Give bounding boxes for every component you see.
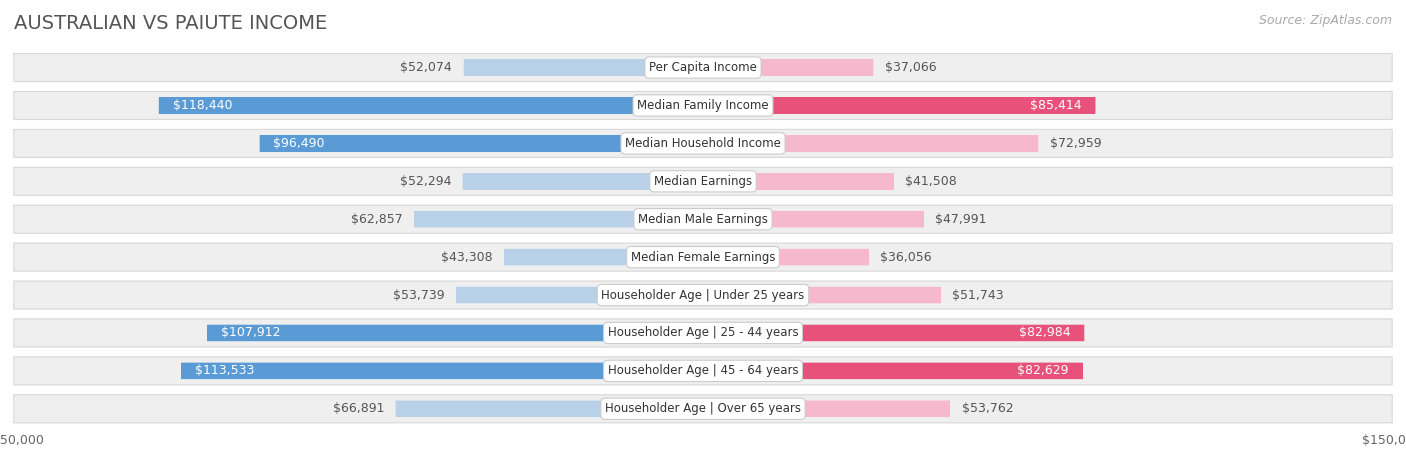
FancyBboxPatch shape [703,211,924,227]
Bar [703,59,873,76]
Text: $36,056: $36,056 [880,251,932,264]
FancyBboxPatch shape [159,97,703,114]
FancyBboxPatch shape [14,129,1392,157]
FancyBboxPatch shape [14,54,1392,82]
Text: $113,533: $113,533 [195,364,254,377]
Text: Householder Age | Under 25 years: Householder Age | Under 25 years [602,289,804,302]
Bar [181,362,703,379]
Bar [260,135,703,152]
FancyBboxPatch shape [14,243,1392,271]
Text: $66,891: $66,891 [333,402,384,415]
Text: $82,984: $82,984 [1019,326,1070,340]
Bar [703,97,1095,114]
FancyBboxPatch shape [703,135,1038,152]
Bar [703,401,950,417]
Text: $52,294: $52,294 [399,175,451,188]
Text: Median Male Earnings: Median Male Earnings [638,212,768,226]
FancyBboxPatch shape [260,135,703,152]
Text: $72,959: $72,959 [1050,137,1101,150]
FancyBboxPatch shape [181,362,703,379]
Bar [703,249,869,265]
FancyBboxPatch shape [415,211,703,227]
Bar [503,249,703,265]
Bar [464,59,703,76]
FancyBboxPatch shape [14,167,1392,195]
Bar [703,135,1038,152]
Text: Source: ZipAtlas.com: Source: ZipAtlas.com [1258,14,1392,27]
Bar [207,325,703,341]
Bar [159,97,703,114]
Text: $41,508: $41,508 [905,175,957,188]
Text: $62,857: $62,857 [352,212,402,226]
Bar [703,325,1084,341]
Bar [703,173,894,190]
FancyBboxPatch shape [14,319,1392,347]
Text: $52,074: $52,074 [401,61,453,74]
Text: $96,490: $96,490 [273,137,325,150]
Text: $37,066: $37,066 [884,61,936,74]
Text: Householder Age | 25 - 44 years: Householder Age | 25 - 44 years [607,326,799,340]
Text: AUSTRALIAN VS PAIUTE INCOME: AUSTRALIAN VS PAIUTE INCOME [14,14,328,33]
Text: $53,739: $53,739 [392,289,444,302]
Text: $82,629: $82,629 [1018,364,1069,377]
FancyBboxPatch shape [703,59,873,76]
Bar [395,401,703,417]
FancyBboxPatch shape [207,325,703,341]
FancyBboxPatch shape [703,325,1084,341]
FancyBboxPatch shape [703,287,941,303]
Bar [703,211,924,227]
FancyBboxPatch shape [14,357,1392,385]
FancyBboxPatch shape [463,173,703,190]
Text: $85,414: $85,414 [1031,99,1081,112]
Text: $47,991: $47,991 [935,212,987,226]
Text: $51,743: $51,743 [952,289,1004,302]
FancyBboxPatch shape [503,249,703,265]
FancyBboxPatch shape [395,401,703,417]
Text: Median Earnings: Median Earnings [654,175,752,188]
Text: $118,440: $118,440 [173,99,232,112]
Text: Householder Age | 45 - 64 years: Householder Age | 45 - 64 years [607,364,799,377]
Bar [463,173,703,190]
Text: $43,308: $43,308 [441,251,492,264]
FancyBboxPatch shape [14,281,1392,309]
FancyBboxPatch shape [703,362,1083,379]
FancyBboxPatch shape [703,97,1095,114]
Bar [703,362,1083,379]
FancyBboxPatch shape [14,205,1392,233]
Bar [456,287,703,303]
Text: Householder Age | Over 65 years: Householder Age | Over 65 years [605,402,801,415]
Text: Median Female Earnings: Median Female Earnings [631,251,775,264]
Bar [703,287,941,303]
Text: $53,762: $53,762 [962,402,1014,415]
Bar [415,211,703,227]
Text: $107,912: $107,912 [221,326,280,340]
FancyBboxPatch shape [14,395,1392,423]
Text: Median Family Income: Median Family Income [637,99,769,112]
Text: Per Capita Income: Per Capita Income [650,61,756,74]
FancyBboxPatch shape [703,401,950,417]
FancyBboxPatch shape [14,92,1392,120]
Text: Median Household Income: Median Household Income [626,137,780,150]
FancyBboxPatch shape [464,59,703,76]
FancyBboxPatch shape [456,287,703,303]
FancyBboxPatch shape [703,249,869,265]
FancyBboxPatch shape [703,173,894,190]
